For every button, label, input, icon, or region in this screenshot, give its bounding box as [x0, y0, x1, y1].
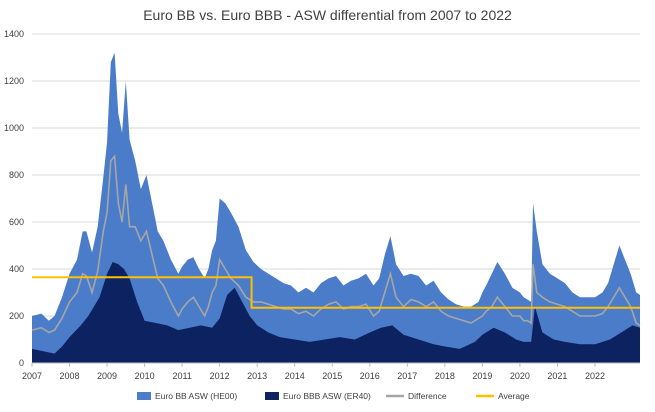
legend-label: Euro BBB ASW (ER40) [283, 391, 371, 401]
series-area-0 [32, 52, 640, 364]
y-tick-label: 0 [19, 358, 24, 368]
y-tick-label: 400 [9, 264, 24, 274]
y-tick-label: 1400 [4, 29, 24, 39]
legend-swatch [265, 392, 279, 400]
y-tick-label: 800 [9, 170, 24, 180]
x-tick-label: 2018 [435, 371, 455, 381]
axes: 0 200 400 600 800 1000 1200 1400 2007 2008 2009 201… [4, 29, 640, 381]
x-tick-label: 2013 [247, 371, 267, 381]
x-tick-label: 2019 [472, 371, 492, 381]
x-tick-label: 2007 [22, 371, 42, 381]
legend-label: Difference [408, 391, 447, 401]
x-tick-label: 2010 [135, 371, 155, 381]
y-tick-label: 1200 [4, 76, 24, 86]
legend-label: Euro BB ASW (HE00) [155, 391, 237, 401]
series-line-3 [32, 276, 640, 309]
x-tick-label: 2009 [97, 371, 117, 381]
line-series [31, 154, 641, 334]
x-tick-label: 2008 [60, 371, 80, 381]
legend-label: Average [498, 391, 530, 401]
x-tick-label: 2011 [172, 371, 191, 381]
series-area-1 [32, 261, 640, 363]
x-tick-label: 2014 [285, 371, 305, 381]
x-tick-label: 2017 [397, 371, 417, 381]
y-tick-label: 1000 [4, 123, 24, 133]
x-tick-label: 2016 [360, 371, 380, 381]
x-tick-label: 2012 [210, 371, 230, 381]
x-tick-label: 2022 [585, 371, 605, 381]
x-tick-label: 2021 [547, 371, 567, 381]
y-tick-label: 200 [9, 311, 24, 321]
chart-title: Euro BB vs. Euro BBB - ASW differential … [143, 7, 512, 23]
area-series [32, 52, 640, 364]
y-tick-label: 600 [9, 217, 24, 227]
series-line-2 [31, 154, 641, 334]
legend: Euro BB ASW (HE00) Euro BBB ASW (ER40) Dif… [137, 391, 530, 401]
x-tick-label: 2015 [322, 371, 342, 381]
legend-swatch [137, 392, 151, 400]
x-tick-label: 2020 [510, 371, 530, 381]
